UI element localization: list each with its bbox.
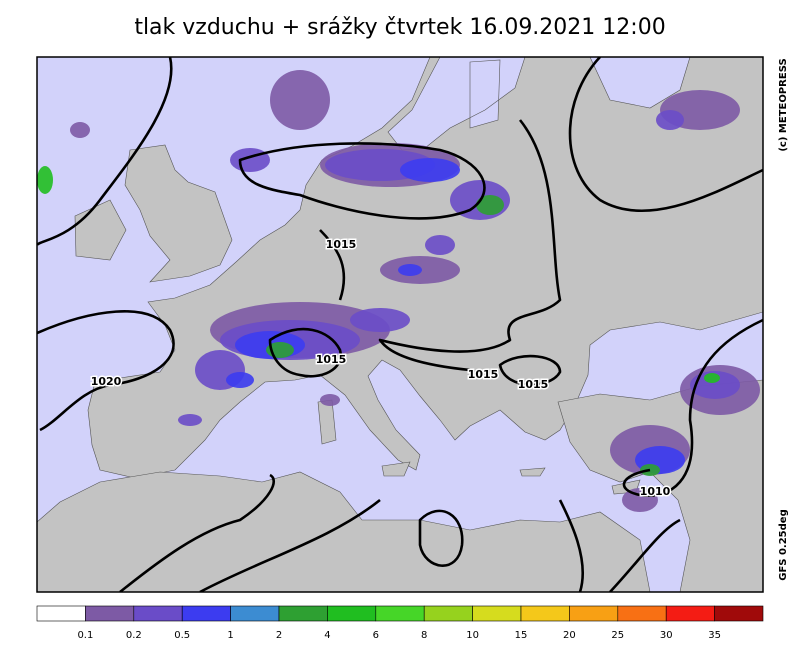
copyright: (c) METEOPRESS <box>778 58 789 151</box>
precip-area <box>270 70 330 130</box>
islands <box>317 399 641 495</box>
scandinavia-sea <box>387 57 691 151</box>
precip-area <box>70 122 90 138</box>
legend-label: 0.5 <box>174 630 190 641</box>
legend-label: 2 <box>276 630 282 641</box>
isobar-label: 1015 <box>316 353 347 366</box>
isobar <box>37 310 175 432</box>
precip-area <box>178 414 202 426</box>
isobar-label: 1015 <box>326 238 357 251</box>
legend-swatch <box>665 605 715 622</box>
legend-swatch <box>85 605 135 622</box>
legend-label: 10 <box>466 630 479 641</box>
legend-label: 30 <box>660 630 673 641</box>
precip-area <box>690 371 740 399</box>
legend-label: 35 <box>708 630 721 641</box>
isobar <box>119 473 585 592</box>
precip-area <box>425 235 455 255</box>
title: tlak vzduchu + srážky čtvrtek 16.09.2021… <box>134 15 665 40</box>
legend-swatch <box>423 605 473 622</box>
precip-area <box>704 373 720 383</box>
legend-label: 25 <box>611 630 624 641</box>
legend-label: 1 <box>227 630 233 641</box>
isobar <box>268 229 346 378</box>
legend-label: 15 <box>515 630 528 641</box>
legend-swatch <box>617 605 667 622</box>
isobar-label: 1015 <box>518 378 549 391</box>
legend-label: 20 <box>563 630 576 641</box>
precip-area <box>400 158 460 182</box>
precip-area <box>350 308 410 332</box>
uk <box>124 144 233 283</box>
isobar-label: 1020 <box>91 375 122 388</box>
precip-area <box>230 148 270 172</box>
legend-swatch <box>714 605 764 622</box>
legend-swatch <box>230 605 280 622</box>
legend-swatch <box>472 605 522 622</box>
precip-area <box>476 195 504 215</box>
legend-swatch <box>133 605 183 622</box>
isobar <box>37 57 562 372</box>
legend-swatch <box>36 605 86 622</box>
isobars <box>37 57 763 592</box>
isobar-label: 1015 <box>468 368 499 381</box>
turkey <box>557 379 763 592</box>
precip-area <box>622 488 658 512</box>
isobar <box>568 57 763 592</box>
legend-swatch <box>520 605 570 622</box>
africa <box>37 471 651 592</box>
precip-area <box>656 110 684 130</box>
color-legend: 0.1 0.2 0.5 1 2 4 6 8 10 15 20 25 30 35 <box>36 605 764 641</box>
legend-swatch <box>278 605 328 622</box>
isobar <box>238 142 486 220</box>
precip-area <box>226 372 254 388</box>
precipitation <box>37 70 760 512</box>
legend-label: 4 <box>324 630 330 641</box>
legend-label: 0.2 <box>126 630 142 641</box>
legend-swatch <box>375 605 425 622</box>
isobar-label: 1010 <box>640 485 671 498</box>
map: 1015 1015 1015 1015 1020 1010 <box>37 57 763 592</box>
legend-label: 0.1 <box>77 630 93 641</box>
legend-label: 6 <box>373 630 379 641</box>
map-frame <box>36 56 764 593</box>
legend-swatch <box>181 605 231 622</box>
precip-area <box>320 394 340 406</box>
legend-label: 8 <box>421 630 427 641</box>
precip-area <box>398 264 422 276</box>
model-label: GFS 0.25deg <box>778 509 789 581</box>
isobar <box>418 354 562 567</box>
legend-swatch <box>327 605 377 622</box>
legend-swatch <box>569 605 619 622</box>
precip-area <box>37 166 53 194</box>
isobar-labels: 1015 1015 1015 1015 1020 1010 <box>89 237 672 500</box>
